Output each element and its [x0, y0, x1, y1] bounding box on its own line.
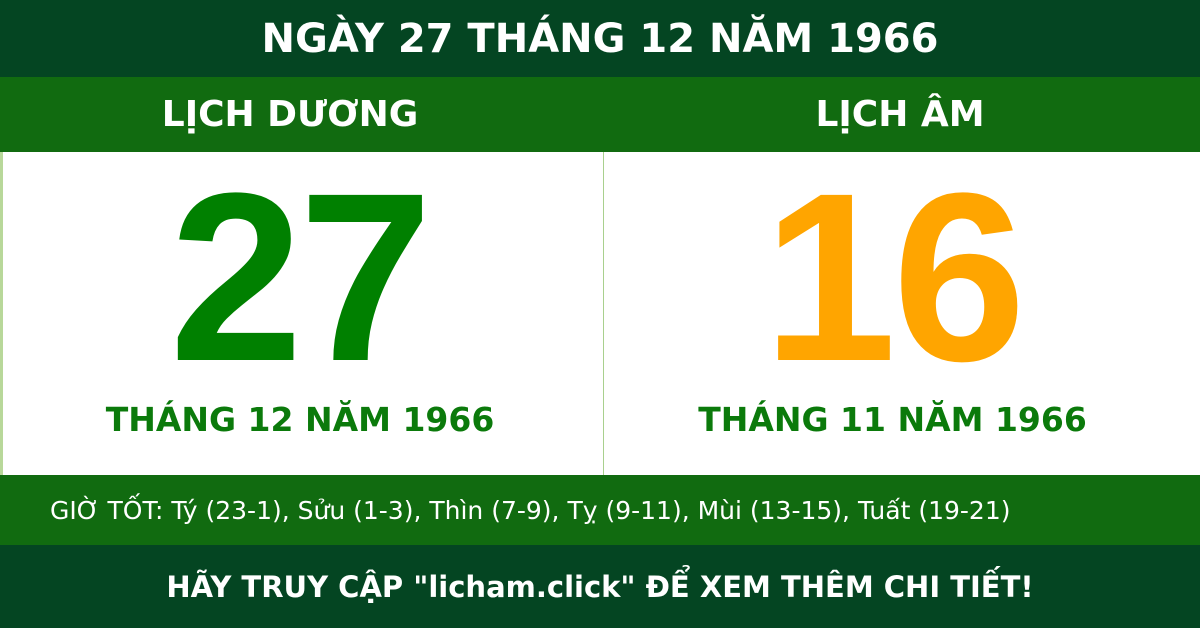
solar-day: 27 — [169, 143, 433, 411]
solar-column: 27 THÁNG 12 NĂM 1966 — [3, 152, 603, 475]
calendar-body: 27 THÁNG 12 NĂM 1966 16 THÁNG 11 NĂM 196… — [0, 152, 1200, 475]
lunar-day: 16 — [763, 143, 1026, 411]
good-hours: GIỜ TỐT: Tý (23-1), Sửu (1-3), Thìn (7-9… — [0, 475, 1200, 545]
calendar-labels: LỊCH DƯƠNG LỊCH ÂM — [0, 77, 1200, 152]
footer-cta: HÃY TRUY CẬP "licham.click" ĐỂ XEM THÊM … — [0, 545, 1200, 628]
solar-calendar-label: LỊCH DƯƠNG — [161, 94, 419, 135]
lunar-month-year: THÁNG 11 NĂM 1966 — [698, 400, 1087, 439]
page-title: NGÀY 27 THÁNG 12 NĂM 1966 — [0, 0, 1200, 77]
solar-month-year: THÁNG 12 NĂM 1966 — [105, 400, 495, 439]
lunar-column: 16 THÁNG 11 NĂM 1966 — [603, 152, 1200, 475]
lunar-calendar-label: LỊCH ÂM — [815, 94, 985, 135]
